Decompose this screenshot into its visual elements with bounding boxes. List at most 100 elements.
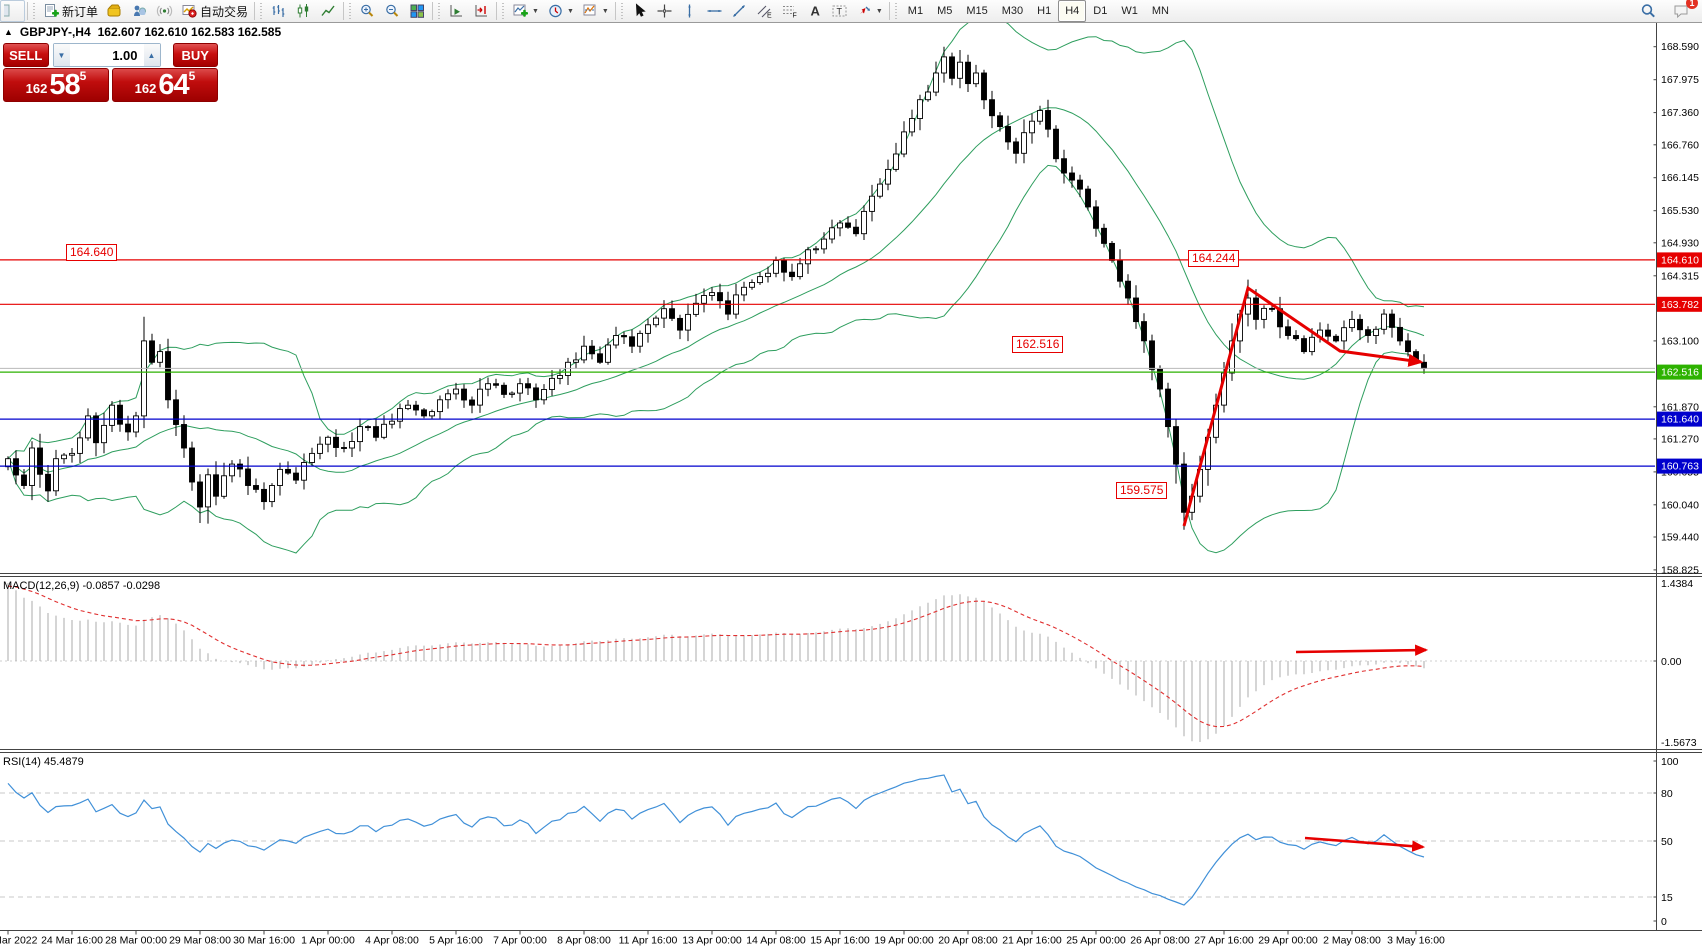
toolbar-separator [888,2,890,20]
volume-input[interactable] [69,44,144,66]
clipped-icon[interactable] [0,0,25,22]
toolbar-separator [614,2,616,20]
price-annotation[interactable]: 159.575 [1116,482,1168,499]
wallet-icon[interactable] [102,0,127,22]
svg-text:29 Mar 08:00: 29 Mar 08:00 [169,935,231,946]
toolbar-grip [32,3,37,19]
svg-text:166.145: 166.145 [1661,172,1699,184]
sell-button[interactable]: SELL [3,43,49,67]
cloud-icon[interactable] [127,0,152,22]
sell-price-button[interactable]: 162 58 5 [3,68,109,102]
chat-badge: 1 [1686,0,1698,9]
timeframe-M1[interactable]: M1 [907,5,924,17]
channel-icon[interactable]: E [752,0,777,22]
svg-text:167.975: 167.975 [1661,74,1699,86]
timeframe-H1[interactable]: H1 [1037,5,1052,17]
text-icon[interactable]: A [802,0,827,22]
chat-icon[interactable]: 1 [1669,0,1698,22]
svg-text:159.440: 159.440 [1661,532,1699,544]
indicators-icon[interactable]: ▼ [508,0,543,22]
zoom-in-icon[interactable] [355,0,380,22]
macd-label: MACD(12,26,9) -0.0857 -0.0298 [3,580,161,592]
toolbar-grip [893,3,899,19]
buy-button[interactable]: BUY [172,43,218,67]
svg-text:28 Mar 00:00: 28 Mar 00:00 [105,935,167,946]
svg-text:80: 80 [1661,788,1673,800]
svg-text:162.516: 162.516 [1661,367,1699,379]
fibonacci-icon[interactable]: F [777,0,802,22]
svg-text:100: 100 [1661,756,1679,768]
trendline-icon[interactable] [727,0,752,22]
svg-text:15: 15 [1661,892,1673,904]
toolbar-grip [619,3,625,19]
svg-text:24 Mar 16:00: 24 Mar 16:00 [41,935,103,946]
chart-shift-icon[interactable] [469,0,494,22]
price-annotation[interactable]: 162.516 [1012,336,1064,353]
templates-icon[interactable]: ▼ [578,0,613,22]
cursor-icon[interactable] [627,0,652,22]
svg-text:165.530: 165.530 [1661,205,1699,217]
timeframe-M30[interactable]: M30 [1001,5,1024,17]
search-icon[interactable] [1636,0,1661,22]
svg-text:163.782: 163.782 [1661,299,1699,311]
chart-bars-icon[interactable] [266,0,291,22]
pane-frames [0,23,1702,931]
auto-scroll-icon[interactable] [444,0,469,22]
one-click-trading-panel: SELL ▼ ▲ BUY 162 58 5 162 64 5 [3,43,218,102]
up-triangle-icon: ▲ [4,27,13,37]
arrows-icon[interactable]: ▼ [852,0,887,22]
svg-text:0: 0 [1661,916,1667,928]
svg-text:1.4384: 1.4384 [1661,578,1693,590]
timeframe-H4[interactable]: H4 [1058,0,1087,22]
sell-price-sup: 5 [79,69,87,83]
toolbar-separator [496,2,498,20]
chart-line-icon[interactable] [316,0,341,22]
vertical-line-icon[interactable] [677,0,702,22]
svg-text:15 Apr 16:00: 15 Apr 16:00 [810,935,870,946]
svg-text:0.00: 0.00 [1661,656,1682,668]
signal-icon[interactable] [152,0,177,22]
timeframe-W1[interactable]: W1 [1121,5,1138,17]
price-annotation[interactable]: 164.640 [66,244,118,261]
sell-price-big: 58 [49,69,80,101]
candles [5,46,1427,530]
volume-decrease-button[interactable]: ▼ [53,44,70,66]
toolbar-separator [343,2,345,20]
svg-text:5 Apr 16:00: 5 Apr 16:00 [429,935,483,946]
timeframe-M15[interactable]: M15 [966,5,988,17]
volume-increase-button[interactable]: ▲ [143,44,160,66]
svg-text:14 Apr 08:00: 14 Apr 08:00 [746,935,806,946]
svg-text:-1.5673: -1.5673 [1661,737,1697,749]
price-annotation[interactable]: 164.244 [1188,250,1240,267]
svg-text:158.825: 158.825 [1661,564,1699,576]
toolbar-separator [432,2,434,20]
svg-text:25 Apr 00:00: 25 Apr 00:00 [1066,935,1126,946]
svg-text:2 May 08:00: 2 May 08:00 [1323,935,1381,946]
crosshair-icon[interactable] [652,0,677,22]
new-order-icon[interactable]: 新订单 [39,0,102,22]
timeframe-D1[interactable]: D1 [1093,5,1108,17]
svg-text:160.763: 160.763 [1661,461,1699,473]
timeframe-MN[interactable]: MN [1151,5,1169,17]
svg-text:161.870: 161.870 [1661,401,1699,413]
svg-text:A: A [810,4,820,19]
svg-text:167.360: 167.360 [1661,107,1699,119]
timeframe-M5[interactable]: M5 [937,5,953,17]
periods-icon[interactable]: ▼ [543,0,578,22]
buy-price-button[interactable]: 162 64 5 [112,68,218,102]
svg-text:T: T [836,7,842,17]
svg-text:164.930: 164.930 [1661,237,1699,249]
autotrade-icon[interactable]: 自动交易 [177,0,252,22]
chart-candles-icon[interactable] [291,0,316,22]
text-label-icon[interactable]: T [827,0,852,22]
tile-windows-icon[interactable] [405,0,430,22]
rsi-label: RSI(14) 45.4879 [3,756,84,768]
svg-text:166.760: 166.760 [1661,139,1699,151]
zoom-out-icon[interactable] [380,0,405,22]
svg-text:F: F [792,13,796,20]
horizontal-line-icon[interactable] [702,0,727,22]
